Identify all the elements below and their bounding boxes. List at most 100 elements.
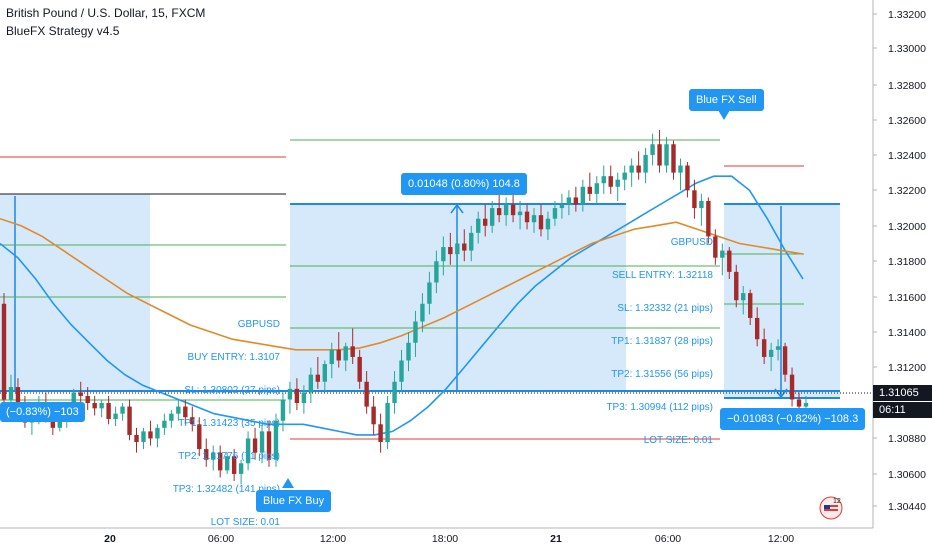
candle [245, 431, 251, 471]
price-tick-label: 1.30440 [888, 501, 926, 513]
candle-body [566, 197, 572, 205]
candle-body [127, 406, 132, 435]
candle [294, 378, 300, 411]
candle [580, 179, 586, 212]
candle [343, 342, 348, 372]
candle-body [685, 165, 690, 191]
candle [273, 413, 279, 467]
candle-body [476, 218, 481, 233]
candle [434, 250, 439, 294]
time-tick-label: 20 [104, 533, 116, 545]
candle [427, 271, 432, 315]
candle [266, 420, 272, 467]
candle [259, 424, 265, 464]
arrow-head-icon [450, 203, 464, 214]
candle [211, 445, 216, 471]
candle [483, 204, 488, 237]
candle [92, 395, 97, 416]
candle [301, 385, 307, 414]
buy-info-line: TP1: 1.31423 (35 pips) [178, 418, 280, 429]
candle-body [113, 413, 118, 419]
candle-body [713, 236, 718, 258]
candle [727, 247, 732, 279]
sell-signal-label: Blue FX Sell [689, 89, 764, 111]
candle-body [643, 154, 648, 173]
candle [559, 193, 565, 219]
candle-body [406, 342, 411, 361]
candle [761, 328, 767, 365]
sell-info-panel: GBPUSD SELL ENTRY: 1.32118 SL: 1.32332 (… [606, 215, 713, 457]
candle [406, 332, 411, 372]
candle [476, 211, 481, 244]
buy-info-line: BUY ENTRY: 1.3107 [187, 352, 280, 363]
candle [615, 172, 620, 201]
candle [754, 307, 760, 347]
candle [545, 211, 551, 240]
time-tick-label: 06:00 [655, 533, 681, 545]
candle-body [8, 387, 14, 400]
time-tick-label: 12:00 [320, 533, 346, 545]
candle [775, 339, 781, 361]
candle-body [441, 247, 446, 262]
candle [489, 200, 495, 233]
candle [496, 190, 502, 223]
candle [1, 293, 7, 418]
candle [322, 360, 327, 393]
candle-body [252, 438, 258, 453]
candle [350, 328, 355, 365]
candle-body [287, 388, 293, 400]
candle [162, 413, 167, 435]
candle-body [99, 403, 104, 409]
candle-body [483, 218, 488, 226]
candle-body [364, 381, 369, 407]
candle-body [224, 456, 230, 471]
candle-body [503, 204, 509, 216]
candle [364, 371, 369, 414]
candle-body [796, 399, 802, 407]
candle [308, 367, 314, 404]
candle [622, 165, 627, 191]
candle-body [587, 186, 593, 194]
candle-body [594, 183, 599, 194]
candle [204, 438, 209, 467]
candle-body [294, 388, 300, 404]
candle [148, 420, 153, 446]
candle-body [524, 211, 530, 223]
candle [399, 349, 404, 393]
indicator-title[interactable]: BlueFX Strategy v4.5 [6, 24, 120, 38]
candle [552, 200, 558, 226]
candle [601, 165, 606, 194]
candle-body [162, 420, 167, 428]
countdown-tag: 06:11 [873, 402, 932, 418]
candle-body [636, 165, 641, 173]
candle-body [573, 197, 579, 205]
candle-body [671, 144, 676, 173]
candle-body [141, 431, 146, 443]
candle-body [720, 250, 725, 258]
candle [190, 406, 195, 432]
candle-body [190, 417, 195, 425]
candle-body [748, 293, 753, 318]
candle-body [789, 374, 795, 400]
candle [287, 381, 293, 414]
symbol-title[interactable]: British Pound / U.S. Dollar, 15, FXCM [6, 6, 206, 20]
ema-slow-line [0, 217, 804, 351]
candle [78, 381, 83, 404]
candle-body [85, 395, 90, 404]
sell-info-line: TP2: 1.31556 (56 pips) [611, 369, 713, 380]
candle-body [469, 232, 474, 251]
candle [573, 186, 579, 212]
price-tick-label: 1.31600 [888, 292, 926, 304]
time-tick-label: 12:00 [768, 533, 794, 545]
candle [789, 367, 795, 407]
candle [517, 200, 523, 230]
candle [671, 140, 676, 180]
candle-body [678, 165, 683, 173]
candle-body [420, 303, 425, 322]
candle-body [1, 303, 7, 400]
candle-body [455, 243, 460, 255]
candle-body [148, 431, 153, 439]
candle-body [378, 424, 383, 443]
candle [120, 403, 125, 421]
